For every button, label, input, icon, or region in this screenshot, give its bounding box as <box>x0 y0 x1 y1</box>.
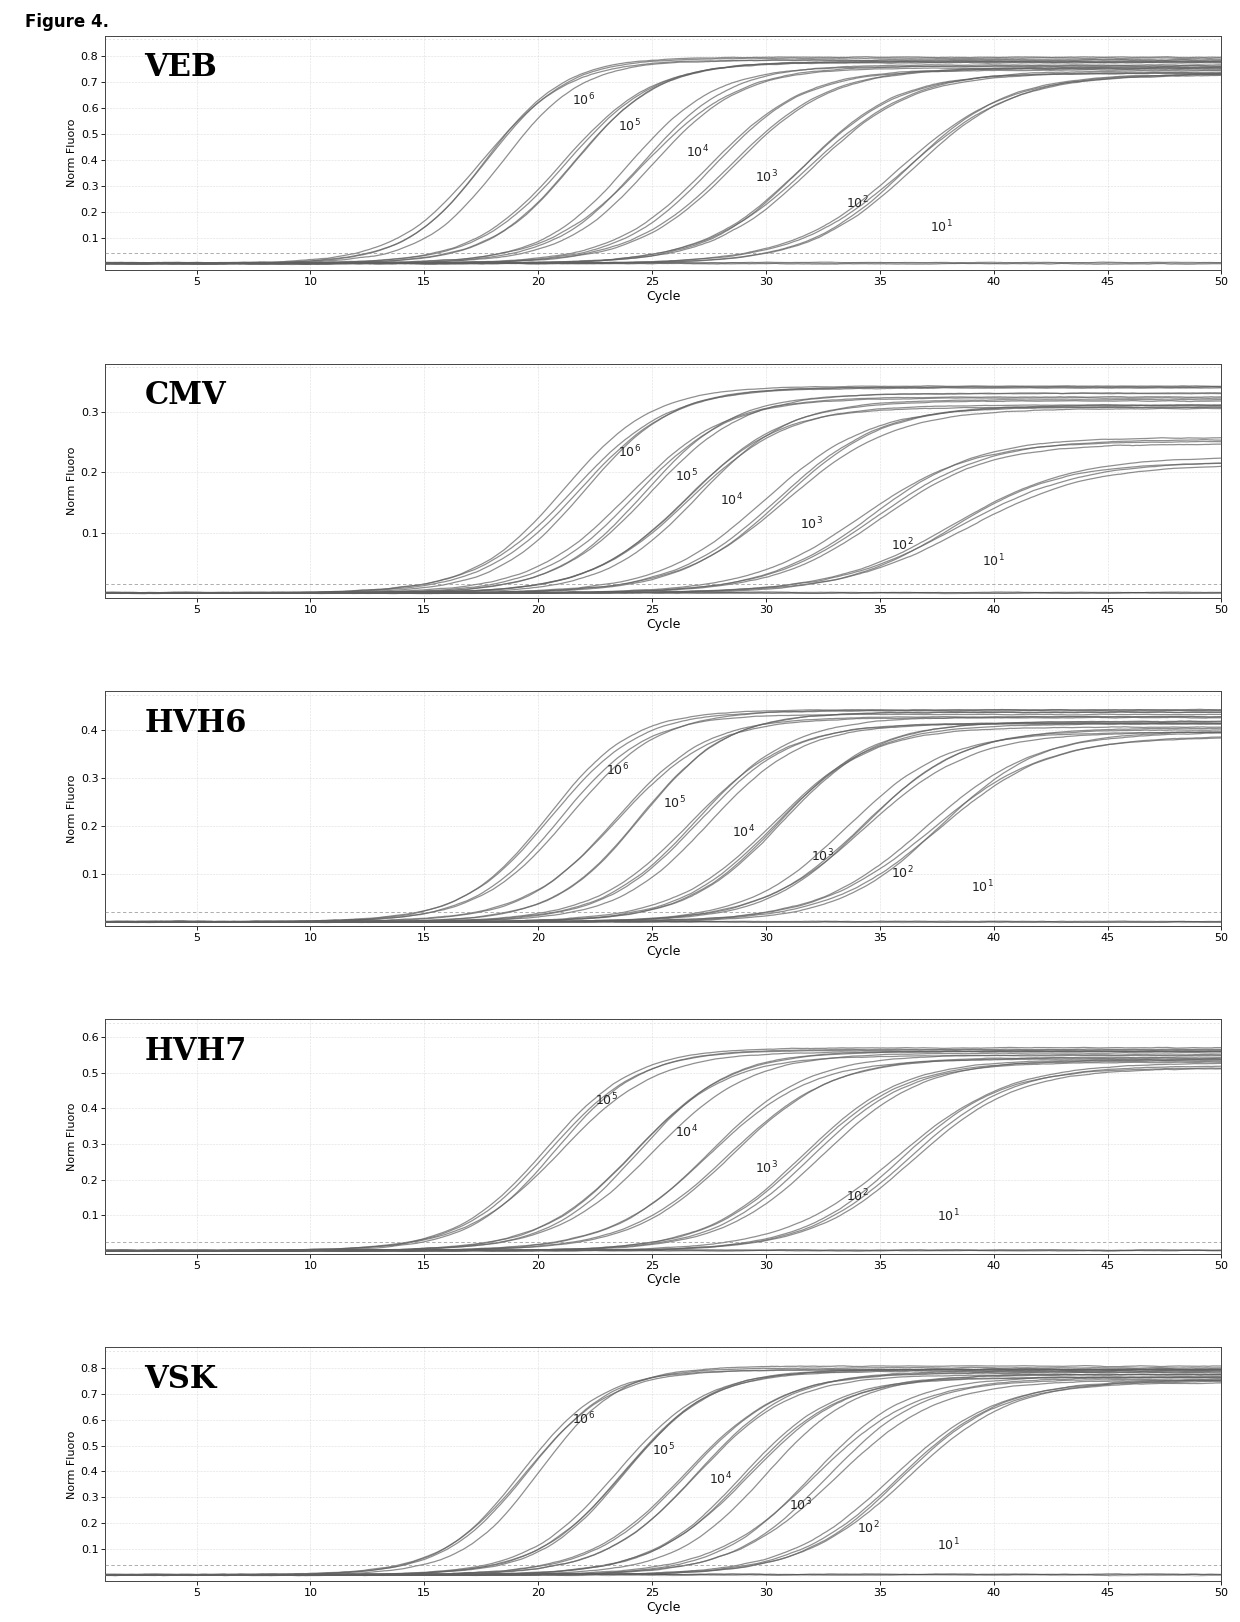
Text: $10^{2}$: $10^{2}$ <box>857 1520 879 1536</box>
Text: $10^{1}$: $10^{1}$ <box>930 219 952 235</box>
Text: $10^{5}$: $10^{5}$ <box>652 1442 675 1458</box>
Text: $10^{1}$: $10^{1}$ <box>971 879 993 895</box>
Text: $10^{5}$: $10^{5}$ <box>595 1092 618 1108</box>
Text: $10^{4}$: $10^{4}$ <box>675 1124 698 1140</box>
Y-axis label: Norm Fluoro: Norm Fluoro <box>67 118 77 187</box>
Text: $10^{2}$: $10^{2}$ <box>846 195 868 211</box>
Text: $10^{6}$: $10^{6}$ <box>573 1411 595 1427</box>
X-axis label: Cycle: Cycle <box>646 1601 681 1614</box>
Text: HVH7: HVH7 <box>144 1036 247 1067</box>
X-axis label: Cycle: Cycle <box>646 290 681 303</box>
Y-axis label: Norm Fluoro: Norm Fluoro <box>67 1431 77 1499</box>
X-axis label: Cycle: Cycle <box>646 946 681 959</box>
Text: $10^{2}$: $10^{2}$ <box>892 865 914 881</box>
Text: $10^{4}$: $10^{4}$ <box>709 1471 732 1487</box>
Text: $10^{1}$: $10^{1}$ <box>936 1207 960 1225</box>
Text: CMV: CMV <box>144 380 226 410</box>
Text: $10^{4}$: $10^{4}$ <box>720 491 743 508</box>
X-axis label: Cycle: Cycle <box>646 618 681 631</box>
Text: $10^{1}$: $10^{1}$ <box>982 551 1004 569</box>
Text: $10^{5}$: $10^{5}$ <box>618 117 641 135</box>
Text: Figure 4.: Figure 4. <box>25 13 109 31</box>
Text: $10^{4}$: $10^{4}$ <box>686 143 709 161</box>
Y-axis label: Norm Fluoro: Norm Fluoro <box>67 446 77 514</box>
Text: $10^{2}$: $10^{2}$ <box>892 537 914 553</box>
X-axis label: Cycle: Cycle <box>646 1273 681 1286</box>
Text: VSK: VSK <box>144 1364 217 1395</box>
Text: $10^{1}$: $10^{1}$ <box>936 1536 960 1552</box>
Text: $10^{3}$: $10^{3}$ <box>754 1160 777 1176</box>
Text: $10^{3}$: $10^{3}$ <box>811 848 835 865</box>
Text: $10^{2}$: $10^{2}$ <box>846 1187 868 1205</box>
Text: $10^{4}$: $10^{4}$ <box>732 824 755 840</box>
Text: $10^{6}$: $10^{6}$ <box>618 443 641 461</box>
Text: $10^{5}$: $10^{5}$ <box>663 795 686 811</box>
Y-axis label: Norm Fluoro: Norm Fluoro <box>67 774 77 843</box>
Text: $10^{6}$: $10^{6}$ <box>606 761 630 779</box>
Text: $10^{5}$: $10^{5}$ <box>675 467 698 485</box>
Text: $10^{3}$: $10^{3}$ <box>789 1495 811 1513</box>
Text: HVH6: HVH6 <box>144 707 247 740</box>
Text: $10^{3}$: $10^{3}$ <box>800 516 823 532</box>
Text: $10^{6}$: $10^{6}$ <box>573 91 595 109</box>
Text: VEB: VEB <box>144 52 217 83</box>
Text: $10^{3}$: $10^{3}$ <box>754 169 777 187</box>
Y-axis label: Norm Fluoro: Norm Fluoro <box>67 1103 77 1171</box>
